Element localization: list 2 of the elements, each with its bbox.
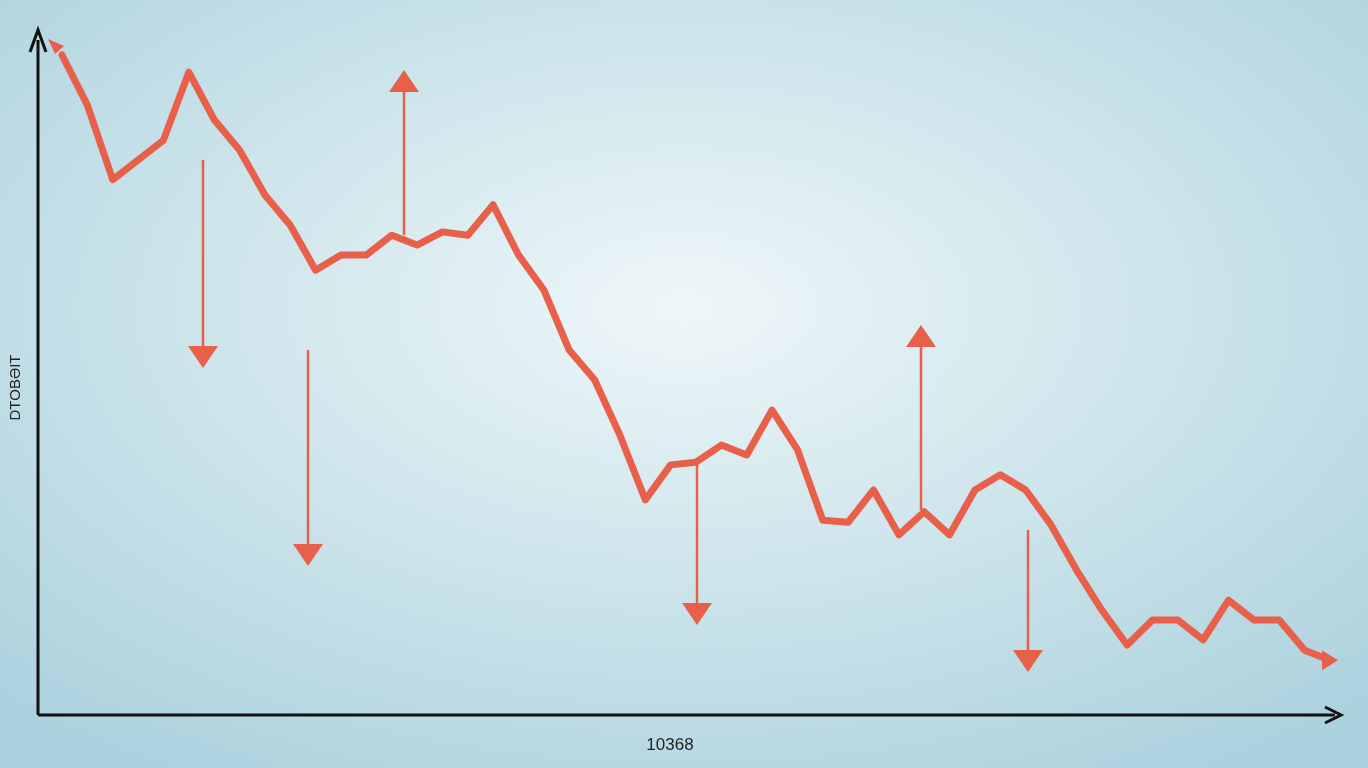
x-axis-title: 10368 — [646, 735, 694, 754]
y-axis-title: DTOBƏIT — [6, 354, 23, 421]
